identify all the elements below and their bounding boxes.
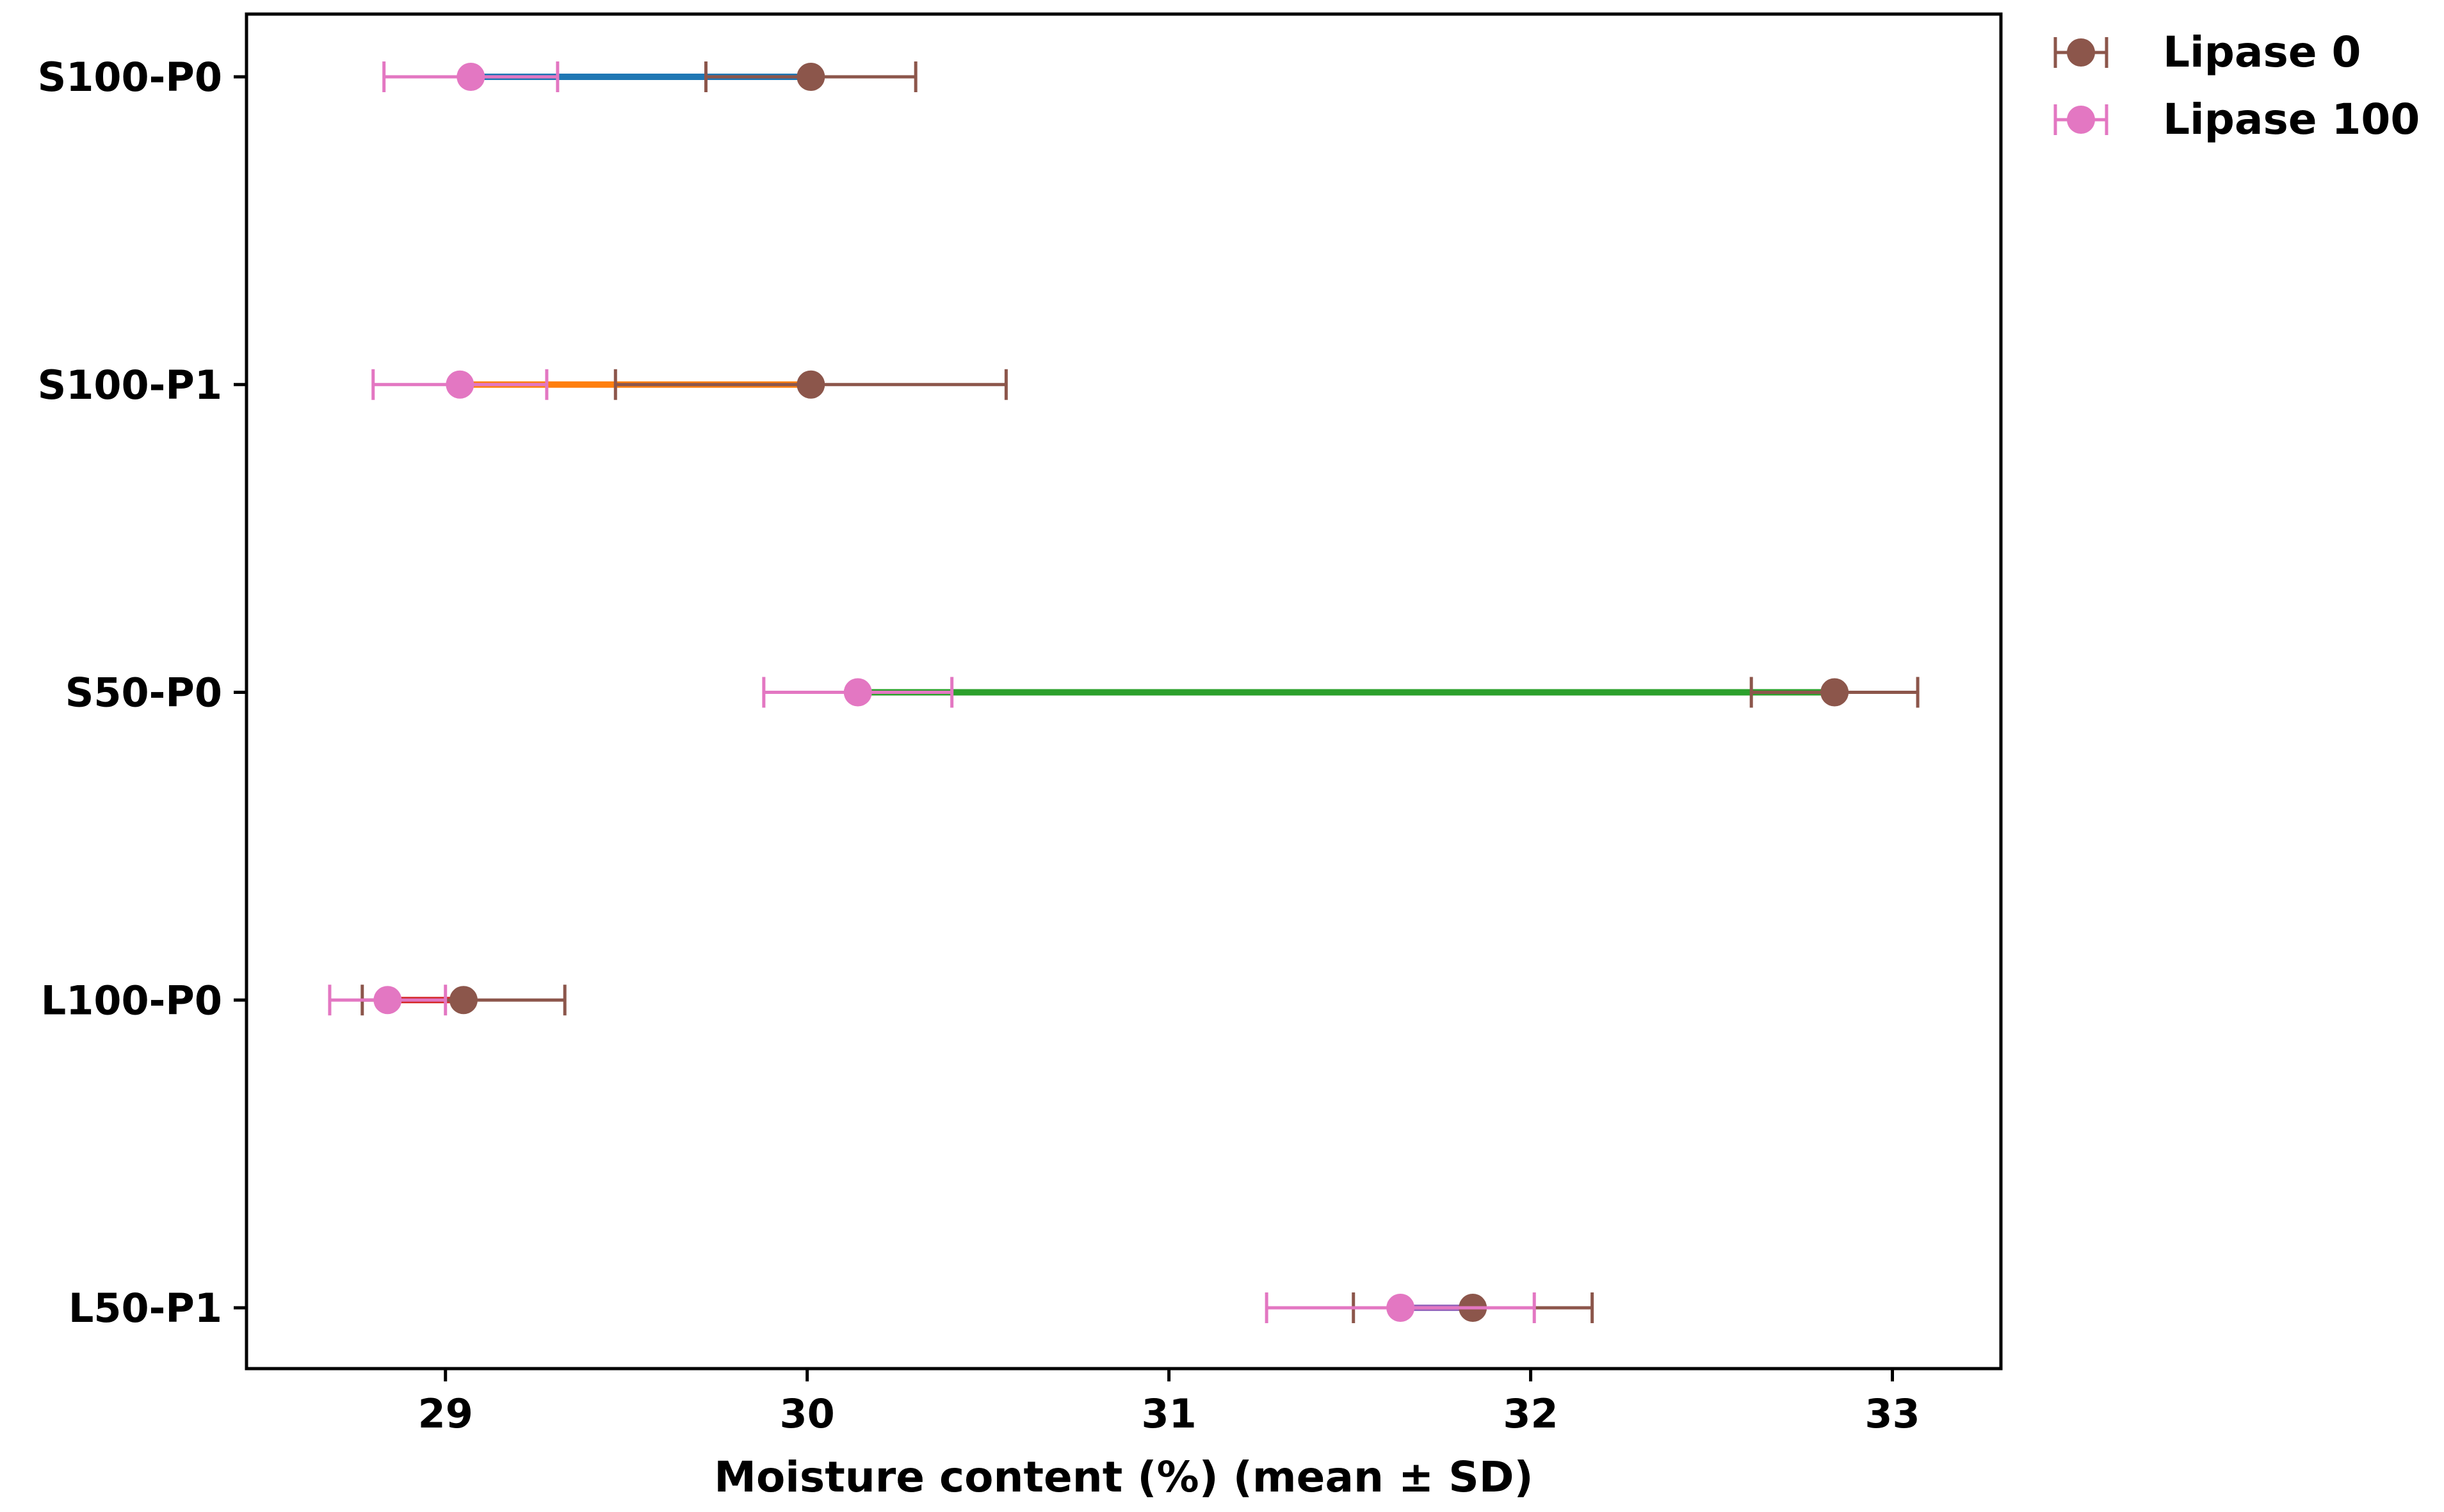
data-point (797, 370, 825, 399)
x-tick-label: 32 (1503, 1390, 1558, 1437)
x-tick-label: 30 (780, 1390, 835, 1437)
x-tick-label: 33 (1865, 1390, 1920, 1437)
x-tick-label: 29 (418, 1390, 473, 1437)
data-point (373, 986, 402, 1015)
lipase-100-marker (371, 369, 549, 400)
data-point (843, 678, 872, 707)
data-point (457, 63, 485, 91)
x-axis: 29 30 31 32 33 (418, 1369, 1920, 1437)
x-axis-label: Moisture content (%) (mean ± SD) (714, 1452, 1533, 1502)
y-tick-label: L100-P0 (41, 977, 222, 1024)
y-tick-label: L50-P1 (69, 1285, 222, 1331)
y-axis: S100-P0 S100-P1 S50-P0 L100-P0 L50-P1 (38, 54, 247, 1331)
lipase-0-marker (704, 61, 918, 92)
legend-item: Lipase 100 (2053, 95, 2420, 144)
lipase-100-marker (762, 677, 954, 708)
legend-label: Lipase 0 (2163, 28, 2361, 77)
lipase-100-marker (1265, 1292, 1536, 1323)
legend-item: Lipase 0 (2053, 28, 2361, 77)
legend: Lipase 0 Lipase 100 (2053, 28, 2420, 144)
y-tick-label: S50-P0 (65, 670, 222, 716)
x-tick-label: 31 (1141, 1390, 1196, 1437)
y-tick-label: S100-P1 (38, 362, 222, 408)
legend-label: Lipase 100 (2163, 95, 2420, 144)
lipase-100-marker (382, 61, 560, 92)
legend-marker (2067, 38, 2095, 67)
data-point (449, 986, 478, 1015)
lipase-0-marker (613, 369, 1008, 400)
plot-area (328, 61, 1920, 1323)
data-point (1820, 678, 1849, 707)
data-point (1386, 1294, 1415, 1322)
legend-marker (2067, 106, 2095, 134)
lipase-100-marker (328, 985, 448, 1016)
data-point (797, 63, 825, 91)
data-point (446, 370, 474, 399)
lipase-0-marker (1749, 677, 1920, 708)
y-tick-label: S100-P0 (38, 54, 222, 101)
